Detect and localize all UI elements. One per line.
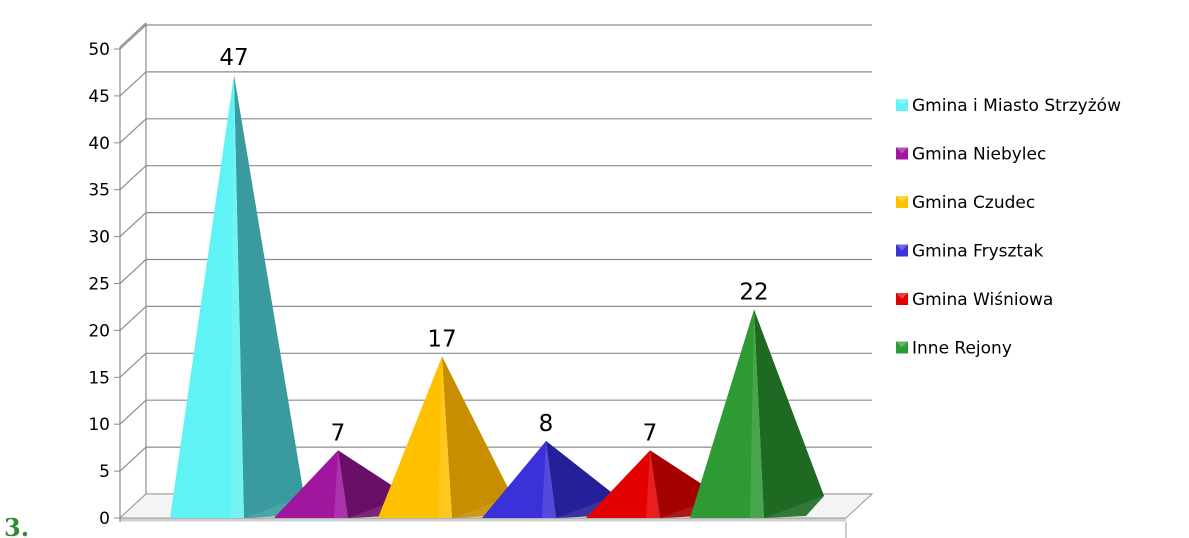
bar-highlight (542, 440, 556, 518)
bar-highlight (750, 309, 764, 518)
gridline-depth (119, 259, 147, 284)
legend-entry: Gmina Wiśniowa (912, 290, 1053, 310)
y-tick-label: 5 (99, 462, 110, 482)
legend-swatch-shade (896, 147, 908, 154)
gridline-depth (119, 71, 147, 97)
data-label: 7 (643, 420, 658, 446)
legend-swatch (896, 244, 908, 257)
bar (274, 450, 348, 518)
gridline-depth (119, 118, 147, 144)
bar-side-face-shade (234, 75, 304, 518)
y-tick-label: 45 (88, 87, 110, 107)
y-tick-label: 40 (88, 134, 110, 154)
legend-swatch-shade (896, 293, 908, 299)
legend-swatch (896, 293, 908, 305)
legend-swatch-shade (896, 244, 908, 251)
legend-entry: Gmina i Miasto Strzyżów (912, 96, 1121, 116)
legend-entry: Gmina Czudec (912, 193, 1035, 213)
bar (170, 75, 244, 518)
bar (690, 309, 764, 518)
gridline-depth (119, 305, 147, 331)
y-tick-label: 30 (88, 228, 110, 248)
gridline-depth (119, 446, 147, 472)
gridline-depth (119, 399, 147, 425)
legend-swatch (896, 341, 908, 354)
data-label: 8 (539, 411, 554, 437)
y-axis-tick-labels: 0 5 10 15 20 25 30 35 40 45 50 (88, 40, 110, 529)
legend-swatch-shade (896, 341, 908, 348)
bar-side-face-shade (754, 309, 824, 518)
gridline-depth (119, 165, 147, 191)
y-tick-label: 15 (88, 368, 110, 388)
legend-swatch-shade (896, 99, 908, 105)
legend-swatch (896, 147, 908, 160)
data-label: 17 (427, 327, 456, 353)
legend-swatch-shade (896, 196, 908, 202)
gridline-depth (119, 212, 147, 238)
bar-highlight (334, 450, 348, 518)
bar-highlight (438, 356, 452, 518)
legend-entry: Gmina Niebylec (912, 145, 1046, 165)
top-wall-edge (119, 22, 147, 48)
gridline-depth (119, 24, 147, 50)
chart-legend: Gmina i Miasto Strzyżów Gmina Niebylec Gmi… (896, 96, 1121, 359)
data-label: 47 (219, 45, 248, 71)
legend-entry: Inne Rejony (912, 339, 1012, 359)
data-label: 22 (739, 280, 768, 306)
data-label: 7 (331, 420, 346, 446)
bar (378, 356, 452, 518)
legend-entry: Gmina Frysztak (912, 242, 1044, 262)
gridline-depth (119, 352, 147, 378)
data-labels: 47 7 17 8 7 22 (219, 45, 768, 446)
legend-swatch (896, 196, 908, 208)
y-tick-label: 20 (88, 321, 110, 341)
y-tick-label: 0 (99, 509, 110, 529)
page-fragment-text: 3. (4, 513, 29, 538)
y-tick-label: 25 (88, 275, 110, 295)
bar (586, 450, 660, 518)
bar (482, 440, 556, 518)
y-tick-label: 50 (88, 40, 110, 60)
bar-highlight (646, 450, 660, 518)
bar-side-face-shade (546, 440, 616, 518)
y-tick-label: 35 (88, 181, 110, 201)
bar-highlight (230, 75, 244, 518)
chart-bars (170, 75, 824, 518)
y-tick-label: 10 (88, 415, 110, 435)
legend-swatch (896, 99, 908, 111)
bar-side-face-shade (442, 356, 512, 518)
